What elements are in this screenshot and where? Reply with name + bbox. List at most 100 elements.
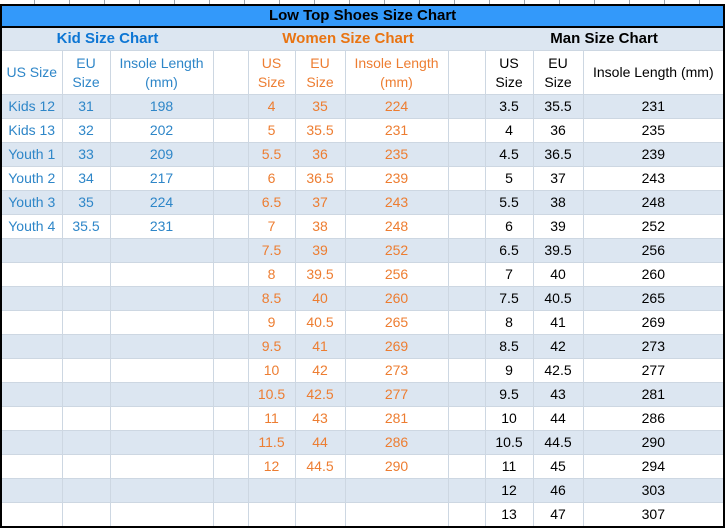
man-insole-length-cell: 265 [583, 286, 724, 311]
women-insole-length-cell: 231 [345, 118, 449, 143]
man-insole-length-cell: 294 [583, 454, 724, 479]
kid-eu-size-cell [62, 406, 111, 431]
spacer-cell [448, 310, 486, 335]
women-eu-size-cell [295, 502, 346, 526]
women-eu-size-cell: 43 [295, 406, 346, 431]
spacer-cell [448, 358, 486, 383]
man-eu-size-cell: 44 [533, 406, 584, 431]
women-us-size-cell: 10 [248, 358, 296, 383]
spacer-cell [448, 430, 486, 455]
kid-eu-size-cell: 35 [62, 190, 111, 215]
women-eu-size-cell: 36 [295, 142, 346, 167]
man-us-size-cell: 12 [485, 478, 534, 503]
man-us-size-cell: 9.5 [485, 382, 534, 407]
spacer-cell [213, 94, 249, 119]
kid-us-size-cell [2, 478, 63, 503]
women-eu-size-header: EU Size [295, 50, 346, 95]
man-insole-length-cell: 252 [583, 214, 724, 239]
kid-eu-size-cell: 35.5 [62, 214, 111, 239]
man-insole-length-cell: 290 [583, 430, 724, 455]
kid-insole-length-cell: 231 [110, 214, 214, 239]
kid-eu-size-cell: 32 [62, 118, 111, 143]
spacer-cell [448, 142, 486, 167]
kid-insole-length-cell: 209 [110, 142, 214, 167]
women-eu-size-cell: 39 [295, 238, 346, 263]
spacer-cell [448, 478, 486, 503]
women-us-size-cell: 11 [248, 406, 296, 431]
man-insole-length-cell: 303 [583, 478, 724, 503]
table-row: 13 47 307 [2, 502, 724, 526]
kid-insole-length-cell [110, 430, 214, 455]
women-insole-length-cell: 248 [345, 214, 449, 239]
kid-eu-size-cell [62, 334, 111, 359]
table-row: 11 43 281 10 44 286 [2, 406, 724, 431]
women-eu-size-cell: 38 [295, 214, 346, 239]
spacer-cell [213, 502, 249, 526]
women-eu-size-cell: 41 [295, 334, 346, 359]
man-eu-size-cell: 46 [533, 478, 584, 503]
man-us-size-cell: 8.5 [485, 334, 534, 359]
table-row: 10 42 273 9 42.5 277 [2, 358, 724, 383]
kid-us-size-cell: Youth 2 [2, 166, 63, 191]
man-insole-length-cell: 281 [583, 382, 724, 407]
women-insole-length-cell: 224 [345, 94, 449, 119]
women-insole-length-cell: 235 [345, 142, 449, 167]
kid-eu-size-cell: 31 [62, 94, 111, 119]
spacer-cell [213, 238, 249, 263]
kid-us-size-cell: Kids 13 [2, 118, 63, 143]
spacer-cell [213, 286, 249, 311]
spacer-cell [213, 50, 249, 95]
women-us-size-cell: 5 [248, 118, 296, 143]
kid-us-size-cell [2, 262, 63, 287]
table-row: Youth 3 35 224 6.5 37 243 5.5 38 248 [2, 190, 724, 215]
man-eu-size-cell: 36 [533, 118, 584, 143]
spacer-cell [213, 478, 249, 503]
man-eu-size-cell: 36.5 [533, 142, 584, 167]
kid-us-size-cell [2, 286, 63, 311]
women-us-size-cell [248, 502, 296, 526]
table-row: 9.5 41 269 8.5 42 273 [2, 334, 724, 359]
kid-us-size-cell: Kids 12 [2, 94, 63, 119]
kid-eu-size-cell [62, 262, 111, 287]
man-us-size-cell: 11 [485, 454, 534, 479]
kid-insole-length-cell [110, 238, 214, 263]
women-us-size-cell: 7 [248, 214, 296, 239]
man-insole-length-cell: 248 [583, 190, 724, 215]
women-insole-length-cell: 260 [345, 286, 449, 311]
kid-us-size-cell: Youth 3 [2, 190, 63, 215]
kid-insole-length-cell [110, 478, 214, 503]
man-us-size-header: US Size [485, 50, 534, 95]
women-insole-length-cell: 286 [345, 430, 449, 455]
table-row: 12 44.5 290 11 45 294 [2, 454, 724, 479]
spacer-cell [213, 358, 249, 383]
women-us-size-cell: 7.5 [248, 238, 296, 263]
table-body: Kids 12 31 198 4 35 224 3.5 35.5 231 Kids 13 32 202… [2, 94, 724, 526]
man-insole-length-cell: 273 [583, 334, 724, 359]
table-row: 10.5 42.5 277 9.5 43 281 [2, 382, 724, 407]
spacer-cell [213, 454, 249, 479]
section-title-women: Women Size Chart [248, 27, 448, 51]
women-us-size-cell: 9 [248, 310, 296, 335]
man-us-size-cell: 8 [485, 310, 534, 335]
kid-us-size-cell [2, 310, 63, 335]
table-row: Youth 2 34 217 6 36.5 239 5 37 243 [2, 166, 724, 191]
spacer-cell [213, 214, 249, 239]
women-eu-size-cell: 36.5 [295, 166, 346, 191]
spacer-cell [448, 190, 486, 215]
kid-us-size-cell [2, 430, 63, 455]
kid-insole-length-cell [110, 358, 214, 383]
kid-insole-length-cell: 202 [110, 118, 214, 143]
man-us-size-cell: 6.5 [485, 238, 534, 263]
women-eu-size-cell [295, 478, 346, 503]
column-header-row: US Size EU Size Insole Length (mm) US Si… [2, 50, 724, 95]
women-eu-size-cell: 40.5 [295, 310, 346, 335]
man-insole-length-header: Insole Length (mm) [583, 50, 724, 95]
title-row: Low Top Shoes Size Chart [2, 6, 724, 28]
table-row: Kids 13 32 202 5 35.5 231 4 36 235 [2, 118, 724, 143]
table-row: 7.5 39 252 6.5 39.5 256 [2, 238, 724, 263]
spacer-cell [448, 406, 486, 431]
kid-eu-size-cell [62, 286, 111, 311]
man-eu-size-cell: 45 [533, 454, 584, 479]
spacer-cell [213, 118, 249, 143]
women-insole-length-header: Insole Length (mm) [345, 50, 449, 95]
